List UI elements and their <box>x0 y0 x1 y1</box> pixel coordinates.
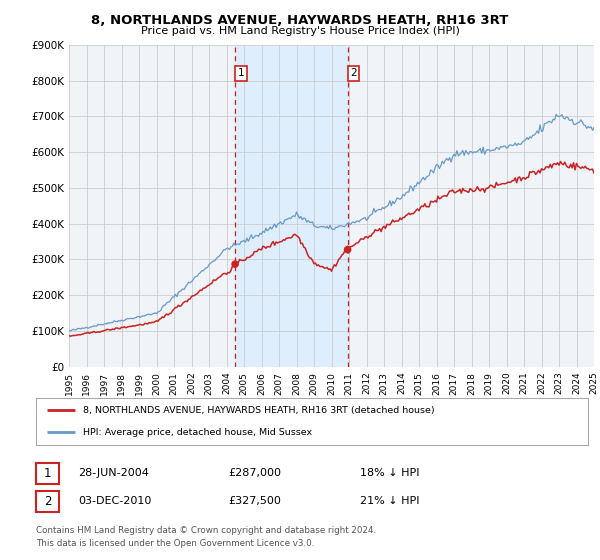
Text: Contains HM Land Registry data © Crown copyright and database right 2024.: Contains HM Land Registry data © Crown c… <box>36 526 376 535</box>
Text: 2: 2 <box>44 494 51 508</box>
Text: 21% ↓ HPI: 21% ↓ HPI <box>360 496 419 506</box>
Point <box>230 260 240 269</box>
Text: £327,500: £327,500 <box>228 496 281 506</box>
Text: Price paid vs. HM Land Registry's House Price Index (HPI): Price paid vs. HM Land Registry's House … <box>140 26 460 36</box>
Text: 8, NORTHLANDS AVENUE, HAYWARDS HEATH, RH16 3RT (detached house): 8, NORTHLANDS AVENUE, HAYWARDS HEATH, RH… <box>83 406 434 415</box>
Text: 28-JUN-2004: 28-JUN-2004 <box>78 468 149 478</box>
Bar <box>235 45 347 367</box>
Text: HPI: Average price, detached house, Mid Sussex: HPI: Average price, detached house, Mid … <box>83 428 312 437</box>
Text: 2: 2 <box>350 68 357 78</box>
Text: 18% ↓ HPI: 18% ↓ HPI <box>360 468 419 478</box>
Text: 8, NORTHLANDS AVENUE, HAYWARDS HEATH, RH16 3RT: 8, NORTHLANDS AVENUE, HAYWARDS HEATH, RH… <box>91 14 509 27</box>
Text: 1: 1 <box>238 68 244 78</box>
Text: This data is licensed under the Open Government Licence v3.0.: This data is licensed under the Open Gov… <box>36 539 314 548</box>
Point <box>343 245 352 254</box>
Text: 1: 1 <box>44 466 51 480</box>
Text: 03-DEC-2010: 03-DEC-2010 <box>78 496 151 506</box>
Text: £287,000: £287,000 <box>228 468 281 478</box>
